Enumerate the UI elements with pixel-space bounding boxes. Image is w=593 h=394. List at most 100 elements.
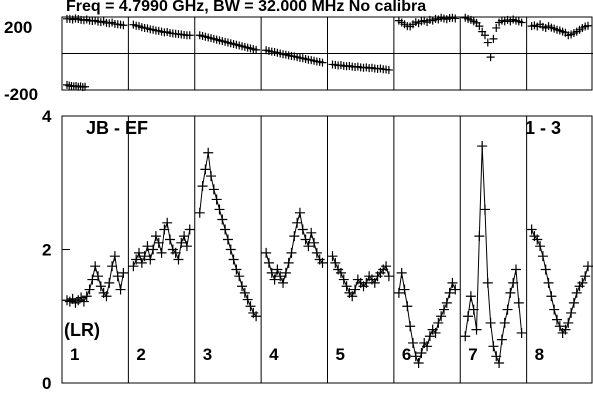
amplitude-point: [477, 141, 488, 152]
amplitude-point: [87, 274, 98, 285]
amplitude-point: [450, 284, 461, 295]
amplitude-point: [361, 277, 372, 288]
amplitude-series-line: [464, 146, 523, 365]
amplitude-point: [266, 267, 277, 278]
amplitude-point: [263, 257, 274, 268]
amplitude-point: [510, 264, 521, 275]
amplitude-point: [513, 297, 524, 308]
amplitude-point: [134, 247, 145, 258]
amplitude-point: [471, 324, 482, 335]
phase-ytick-bottom: -200: [4, 85, 38, 104]
phase-point: [489, 34, 498, 43]
phase-point: [318, 58, 327, 67]
amplitude-point: [115, 284, 126, 295]
amplitude-point: [275, 271, 286, 282]
amplitude-point: [306, 227, 317, 238]
amplitude-point: [131, 254, 142, 265]
amplitude-point: [200, 164, 211, 175]
amplitude-point: [289, 231, 300, 242]
amplitude-point: [488, 341, 499, 352]
amplitude-point: [491, 351, 502, 362]
amplitude-point: [416, 347, 427, 358]
amplitude-point: [239, 287, 250, 298]
amplitude-point: [438, 304, 449, 315]
amplitude-point: [399, 284, 410, 295]
amplitude-point: [436, 311, 447, 322]
amplitude-point: [433, 317, 444, 328]
amplitude-point: [217, 214, 228, 225]
amplitude-point: [197, 181, 208, 192]
amplitude-point: [128, 261, 139, 272]
amplitude-point: [560, 324, 571, 335]
amplitude-point: [231, 264, 242, 275]
amplitude-point: [112, 271, 123, 282]
baseline-label: JB - EF: [86, 118, 148, 138]
amplitude-series-line: [199, 152, 257, 317]
amplitude-point: [532, 234, 543, 245]
amplitude-point: [347, 291, 358, 302]
amplitude-point: [170, 247, 181, 258]
amplitude-point: [278, 277, 289, 288]
amplitude-point: [173, 254, 184, 265]
amplitude-point: [424, 331, 435, 342]
amplitude-point: [162, 217, 173, 228]
amplitude-point: [109, 251, 120, 262]
amplitude-point: [228, 254, 239, 265]
amplitude-point: [402, 301, 413, 312]
amplitude-point: [430, 327, 441, 338]
amplitude-point: [494, 357, 505, 368]
amplitude-point: [251, 311, 262, 322]
amplitude-point: [422, 341, 433, 352]
phase-point: [252, 45, 261, 54]
panel-number: 3: [203, 345, 212, 364]
phase-point: [81, 82, 90, 91]
amplitude-point: [405, 321, 416, 332]
panel-number: 6: [402, 345, 411, 364]
amplitude-point: [335, 267, 346, 278]
amplitude-point: [220, 224, 231, 235]
amplitude-point: [269, 274, 280, 285]
amplitude-point: [549, 304, 560, 315]
amplitude-point: [482, 277, 493, 288]
amplitude-point: [505, 287, 516, 298]
amplitude-point: [526, 224, 537, 235]
amp-ytick-label: 0: [42, 374, 51, 393]
amplitude-point: [95, 281, 106, 292]
amplitude-point: [139, 251, 150, 262]
amplitude-point: [410, 351, 421, 362]
amplitude-point: [206, 171, 217, 182]
amplitude-point: [383, 271, 394, 282]
amplitude-point: [118, 267, 129, 278]
unit-label: (LR): [64, 320, 100, 340]
amplitude-point: [292, 217, 303, 228]
amplitude-point: [84, 284, 95, 295]
phase-point: [119, 21, 128, 30]
amplitude-point: [413, 357, 424, 368]
amplitude-point: [381, 261, 392, 272]
panel-number: 1: [70, 345, 79, 364]
amplitude-point: [543, 277, 554, 288]
amplitude-point: [551, 314, 562, 325]
panel-number: 4: [269, 345, 279, 364]
phase-panel: [61, 13, 593, 92]
amplitude-point: [62, 295, 72, 306]
amplitude-point: [396, 267, 407, 278]
amplitude-point: [145, 254, 156, 265]
amplitude-point: [338, 274, 349, 285]
amplitude-point: [104, 277, 115, 288]
phase-point: [584, 21, 592, 30]
amplitude-point: [272, 264, 283, 275]
phase-point: [483, 38, 492, 47]
amplitude-point: [554, 321, 565, 332]
phase-point: [451, 14, 460, 23]
amplitude-point: [297, 224, 308, 235]
amplitude-point: [499, 317, 510, 328]
amplitude-point: [176, 237, 187, 248]
amplitude-point: [203, 147, 214, 158]
amplitude-point: [107, 261, 118, 272]
phase-point: [492, 23, 501, 32]
amplitude-point: [583, 261, 593, 272]
phase-point: [185, 31, 194, 40]
chart-title: Freq = 4.7990 GHz, BW = 32.000 MHz No ca…: [66, 0, 426, 15]
amplitude-point: [474, 231, 485, 242]
